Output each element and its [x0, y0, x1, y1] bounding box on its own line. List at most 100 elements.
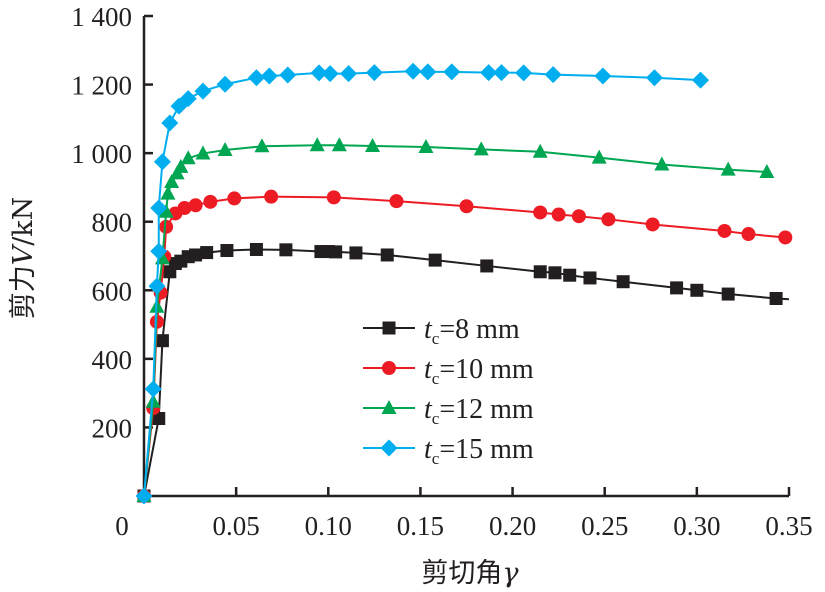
data-point — [188, 198, 203, 213]
y-tick-label: 1 200 — [71, 71, 132, 101]
data-point — [227, 191, 242, 206]
data-point — [404, 62, 422, 80]
data-point — [203, 194, 218, 209]
data-point — [145, 393, 161, 408]
data-point — [173, 158, 189, 173]
data-point — [150, 199, 168, 217]
data-point — [418, 138, 434, 153]
data-point — [741, 227, 756, 242]
data-point — [419, 63, 437, 81]
legend-label: tc=15 mm — [424, 434, 534, 468]
data-point — [591, 149, 607, 164]
x-tick-label: 0.30 — [673, 511, 720, 541]
y-ticks: 200 400 600 800 1 000 1 200 1 400 — [71, 2, 153, 443]
data-point — [645, 217, 660, 232]
x-ticks: 0.05 0.10 0.15 0.20 0.25 0.30 0.35 — [213, 487, 813, 541]
data-point — [264, 189, 279, 204]
data-point — [515, 64, 533, 82]
data-point — [380, 248, 394, 262]
data-point — [217, 142, 233, 157]
x-tick-label: 0.10 — [305, 511, 352, 541]
data-point — [769, 292, 783, 306]
data-point — [692, 71, 710, 89]
data-point — [159, 219, 174, 234]
data-point — [349, 246, 363, 260]
x-tick-label: 0.15 — [397, 511, 444, 541]
data-point — [778, 230, 793, 245]
data-point — [443, 63, 461, 81]
data-point — [310, 64, 328, 82]
data-point — [601, 212, 616, 227]
data-point — [247, 69, 265, 87]
data-point — [720, 161, 736, 176]
y-tick-label: 1 400 — [71, 2, 132, 32]
data-point — [279, 243, 293, 257]
y-tick-label: 400 — [92, 345, 133, 375]
data-point — [249, 242, 263, 256]
data-point — [721, 287, 735, 301]
legend-label: tc=8 mm — [424, 314, 520, 348]
data-point — [153, 153, 171, 171]
data-point — [480, 64, 498, 82]
y-tick-label: 800 — [92, 208, 133, 238]
data-point — [616, 275, 630, 289]
data-point — [195, 145, 211, 160]
data-point — [331, 137, 347, 152]
data-point — [551, 207, 566, 222]
data-point — [164, 173, 180, 188]
legend-item: tc=10 mm — [363, 354, 534, 388]
data-point — [155, 334, 169, 348]
data-point — [532, 143, 548, 158]
data-point — [654, 156, 670, 171]
data-point — [161, 114, 179, 132]
series-diamond-3 — [135, 62, 710, 505]
data-point — [148, 277, 166, 295]
data-point — [548, 266, 562, 280]
legend-label: tc=12 mm — [424, 394, 534, 428]
legend-marker-diamond — [380, 439, 398, 457]
data-point — [594, 67, 612, 85]
axes: 200 400 600 800 1 000 1 200 1 400 0.05 0.10 0.15… — [71, 2, 812, 541]
legend: tc=8 mm tc=10 mm tc=12 mm tc=15 mm — [363, 314, 534, 468]
data-point — [309, 137, 325, 152]
data-point — [459, 199, 474, 214]
data-point — [254, 138, 270, 153]
data-point — [144, 380, 162, 398]
data-point — [279, 66, 297, 84]
x-axis-title-symbol: γ — [502, 558, 519, 589]
data-point — [189, 248, 203, 262]
data-point — [135, 487, 153, 505]
data-point — [533, 265, 547, 279]
y-axis-title: 剪力V/kN — [8, 197, 39, 320]
series-layer — [135, 62, 793, 505]
data-point — [340, 65, 358, 83]
x-axis-title-text: 剪切角 — [421, 558, 502, 589]
data-point — [583, 271, 597, 285]
legend-marker-circle — [382, 361, 396, 375]
y-tick-label: 200 — [92, 413, 133, 443]
series-circle-1 — [137, 189, 793, 503]
y-axis-title-unit: /kN — [8, 197, 39, 246]
data-point — [571, 209, 586, 224]
legend-marker-square — [382, 321, 396, 335]
data-point — [365, 64, 383, 82]
data-point — [177, 201, 192, 215]
x-tick-label: 0.25 — [581, 511, 628, 541]
data-point — [194, 82, 212, 100]
legend-item: tc=15 mm — [363, 434, 534, 468]
x-origin-label: 0 — [115, 511, 129, 541]
data-point — [645, 69, 663, 87]
data-point — [533, 205, 548, 220]
data-point — [200, 246, 214, 260]
data-point — [152, 412, 166, 426]
data-point — [690, 283, 704, 297]
data-point — [220, 244, 234, 258]
data-point — [180, 150, 196, 165]
x-axis-title: 剪切角γ — [421, 558, 519, 589]
legend-label: tc=10 mm — [424, 354, 534, 388]
series-line — [143, 70, 701, 497]
x-tick-label: 0.35 — [765, 511, 812, 541]
data-point — [670, 281, 684, 295]
data-point — [365, 137, 381, 152]
